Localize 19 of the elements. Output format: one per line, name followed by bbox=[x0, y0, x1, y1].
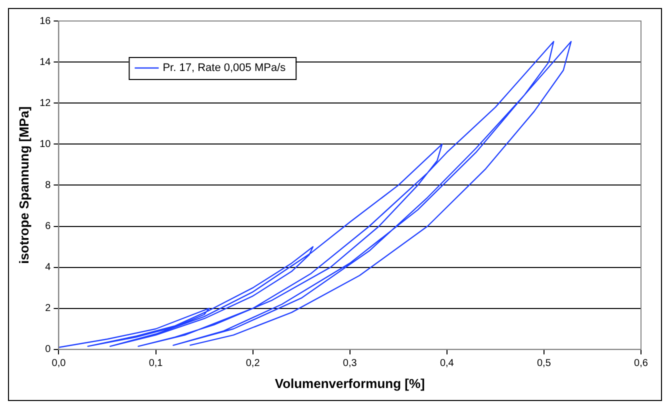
y-tick-label: 10 bbox=[40, 138, 52, 150]
x-tick-label: 0,1 bbox=[148, 358, 164, 370]
y-tick-label: 0 bbox=[45, 344, 52, 356]
x-tick-label: 0,3 bbox=[342, 358, 358, 370]
y-tick-label: 12 bbox=[40, 98, 52, 109]
x-tick-label: 0,2 bbox=[246, 358, 260, 370]
y-tick-label: 4 bbox=[45, 262, 52, 274]
y-axis-title: isotrope Spannung [MPa] bbox=[16, 106, 32, 264]
y-tick-label: 8 bbox=[45, 180, 52, 191]
x-tick-label: 0,6 bbox=[634, 358, 648, 370]
x-tick-label: 0,5 bbox=[537, 358, 552, 370]
y-tick-label: 14 bbox=[40, 56, 52, 68]
x-tick-label: 0,0 bbox=[52, 358, 66, 370]
x-tick-label: 0,4 bbox=[440, 358, 454, 370]
y-tick-label: 2 bbox=[45, 303, 52, 314]
x-axis-title: Volumenverformung [%] bbox=[274, 376, 425, 391]
y-tick-label: 6 bbox=[45, 221, 52, 232]
y-tick-label: 16 bbox=[40, 16, 52, 27]
legend-label: Pr. 17, Rate 0,005 MPa/s bbox=[162, 62, 286, 74]
